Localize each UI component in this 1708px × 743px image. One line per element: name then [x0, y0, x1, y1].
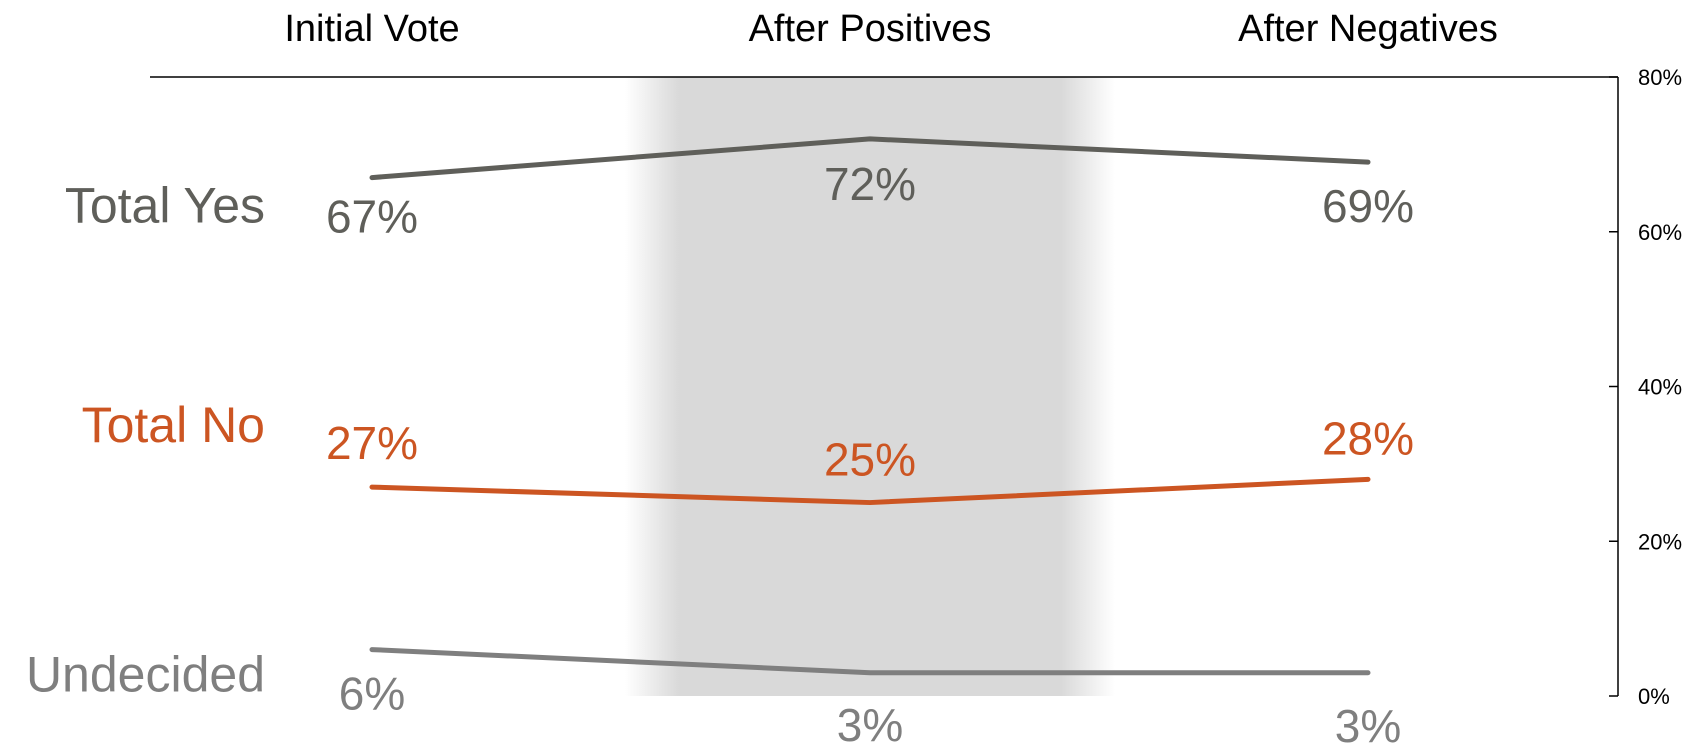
highlight-band [625, 77, 1115, 696]
series-layer: Total Yes 67% 72% 69% Total No 27% 25% 28% Undec… [26, 136, 1414, 743]
data-label-total-no: 27% [326, 417, 418, 469]
series-total-yes: Total Yes 67% 72% 69% [65, 136, 1414, 243]
y-axis-ticks: 0% 20% 40% 60% 80% [1609, 65, 1682, 709]
y-tick-label: 0% [1638, 684, 1670, 709]
data-label-total-yes: 72% [824, 158, 916, 210]
series-line-total-no [369, 476, 1371, 506]
y-tick-label: 20% [1638, 529, 1682, 554]
y-tick-label: 60% [1638, 220, 1682, 245]
series-total-no: Total No 27% 25% 28% [82, 397, 1414, 506]
series-line-total-yes [369, 136, 1371, 181]
series-name-undecided: Undecided [26, 647, 265, 703]
data-label-total-no: 25% [824, 434, 916, 486]
y-tick-label: 40% [1638, 375, 1682, 400]
data-label-undecided: 3% [837, 699, 903, 743]
category-label-initial-vote: Initial Vote [284, 8, 459, 50]
category-label-after-negatives: After Negatives [1238, 8, 1498, 50]
data-label-undecided: 6% [339, 668, 405, 720]
category-label-after-positives: After Positives [749, 8, 992, 50]
series-name-total-yes: Total Yes [65, 178, 265, 234]
category-labels: Initial Vote After Positives After Negativ… [284, 8, 1498, 50]
data-label-undecided: 3% [1335, 700, 1401, 743]
data-label-total-no: 28% [1322, 412, 1414, 464]
series-name-total-no: Total No [82, 397, 265, 453]
y-tick-label: 80% [1638, 65, 1682, 90]
data-label-total-yes: 67% [326, 191, 418, 243]
data-label-total-yes: 69% [1322, 180, 1414, 232]
series-undecided: Undecided 6% 3% 3% [26, 647, 1401, 743]
series-line-undecided [369, 647, 1371, 676]
